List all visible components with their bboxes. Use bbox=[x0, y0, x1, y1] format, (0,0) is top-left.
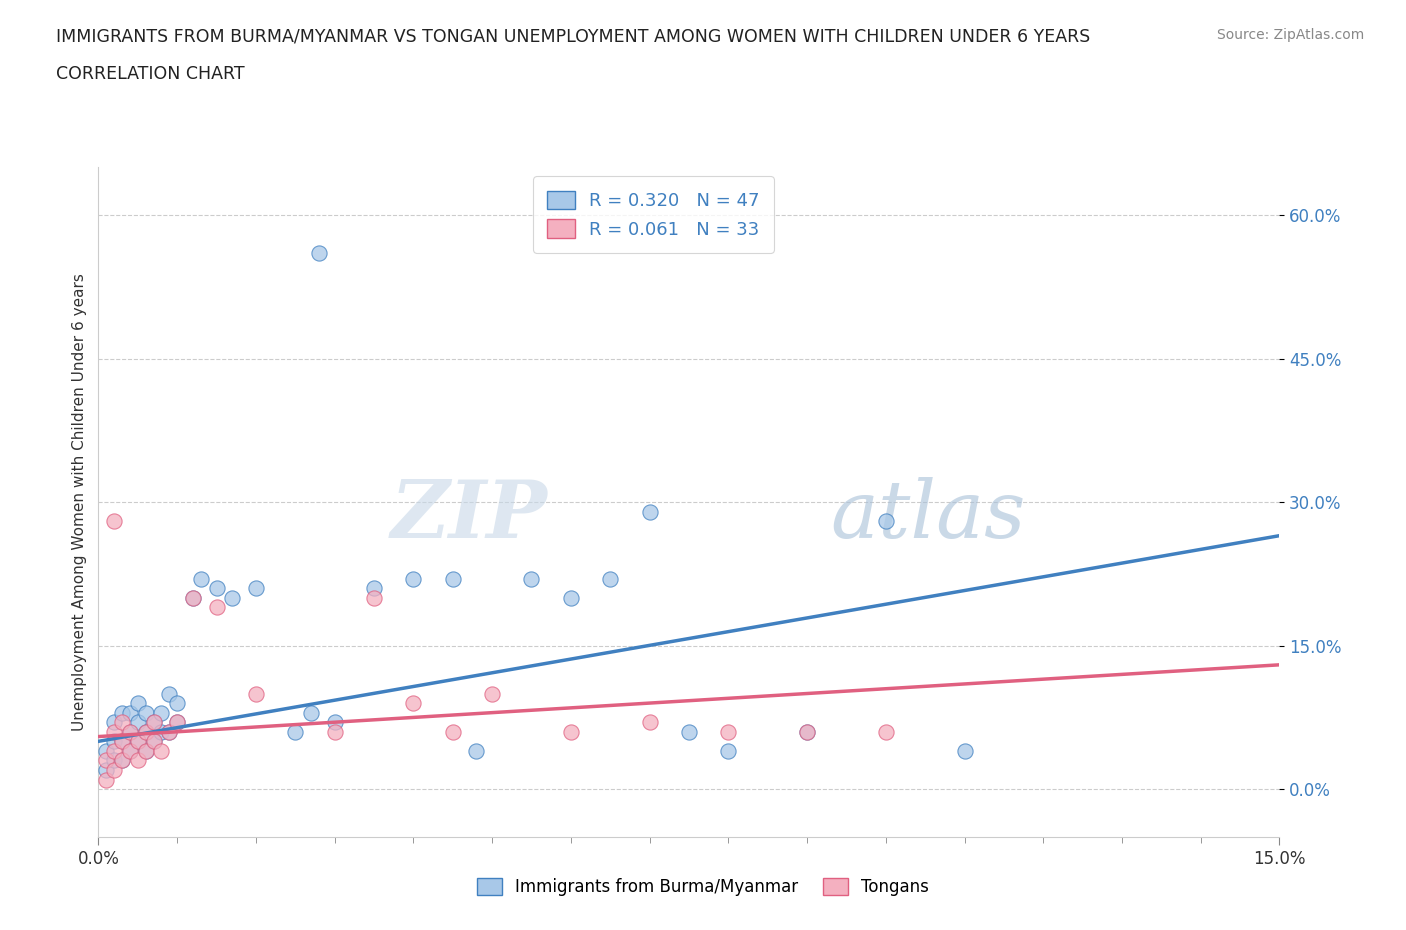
Point bbox=[118, 705, 141, 720]
Point bbox=[103, 514, 125, 529]
Point bbox=[142, 734, 165, 749]
Point bbox=[560, 591, 582, 605]
Point bbox=[103, 763, 125, 777]
Point bbox=[96, 772, 118, 787]
Point bbox=[796, 724, 818, 739]
Point bbox=[284, 724, 307, 739]
Point bbox=[127, 715, 149, 730]
Point bbox=[166, 715, 188, 730]
Point bbox=[150, 705, 173, 720]
Point bbox=[299, 705, 322, 720]
Point bbox=[135, 724, 157, 739]
Point bbox=[638, 715, 661, 730]
Point bbox=[103, 724, 125, 739]
Point bbox=[520, 571, 543, 586]
Point bbox=[363, 581, 385, 596]
Point bbox=[560, 724, 582, 739]
Point bbox=[135, 743, 157, 758]
Point bbox=[111, 753, 134, 768]
Point bbox=[796, 724, 818, 739]
Text: Source: ZipAtlas.com: Source: ZipAtlas.com bbox=[1216, 28, 1364, 42]
Point bbox=[103, 743, 125, 758]
Point bbox=[166, 715, 188, 730]
Point bbox=[402, 571, 425, 586]
Point bbox=[135, 743, 157, 758]
Point bbox=[465, 743, 488, 758]
Legend: R = 0.320   N = 47, R = 0.061   N = 33: R = 0.320 N = 47, R = 0.061 N = 33 bbox=[533, 177, 773, 253]
Point bbox=[678, 724, 700, 739]
Point bbox=[205, 600, 228, 615]
Point bbox=[157, 724, 180, 739]
Point bbox=[441, 724, 464, 739]
Legend: Immigrants from Burma/Myanmar, Tongans: Immigrants from Burma/Myanmar, Tongans bbox=[470, 871, 936, 903]
Point bbox=[402, 696, 425, 711]
Point bbox=[103, 734, 125, 749]
Point bbox=[96, 763, 118, 777]
Point bbox=[103, 753, 125, 768]
Point bbox=[150, 743, 173, 758]
Point bbox=[127, 696, 149, 711]
Point bbox=[127, 753, 149, 768]
Point bbox=[135, 724, 157, 739]
Point bbox=[599, 571, 621, 586]
Point bbox=[157, 686, 180, 701]
Point bbox=[118, 743, 141, 758]
Point bbox=[875, 724, 897, 739]
Y-axis label: Unemployment Among Women with Children Under 6 years: Unemployment Among Women with Children U… bbox=[72, 273, 87, 731]
Point bbox=[118, 724, 141, 739]
Text: CORRELATION CHART: CORRELATION CHART bbox=[56, 65, 245, 83]
Point bbox=[111, 705, 134, 720]
Point bbox=[135, 705, 157, 720]
Point bbox=[717, 743, 740, 758]
Point bbox=[118, 743, 141, 758]
Point bbox=[181, 591, 204, 605]
Point bbox=[205, 581, 228, 596]
Point bbox=[96, 753, 118, 768]
Point bbox=[481, 686, 503, 701]
Point bbox=[142, 734, 165, 749]
Point bbox=[717, 724, 740, 739]
Text: ZIP: ZIP bbox=[391, 477, 547, 554]
Text: IMMIGRANTS FROM BURMA/MYANMAR VS TONGAN UNEMPLOYMENT AMONG WOMEN WITH CHILDREN U: IMMIGRANTS FROM BURMA/MYANMAR VS TONGAN … bbox=[56, 28, 1091, 46]
Text: atlas: atlas bbox=[831, 477, 1026, 554]
Point bbox=[166, 696, 188, 711]
Point bbox=[308, 246, 330, 261]
Point bbox=[103, 715, 125, 730]
Point bbox=[142, 715, 165, 730]
Point bbox=[245, 581, 267, 596]
Point bbox=[875, 514, 897, 529]
Point bbox=[245, 686, 267, 701]
Point bbox=[111, 734, 134, 749]
Point bbox=[127, 734, 149, 749]
Point bbox=[118, 724, 141, 739]
Point bbox=[181, 591, 204, 605]
Point bbox=[96, 743, 118, 758]
Point bbox=[323, 715, 346, 730]
Point bbox=[953, 743, 976, 758]
Point bbox=[150, 724, 173, 739]
Point bbox=[190, 571, 212, 586]
Point bbox=[323, 724, 346, 739]
Point bbox=[157, 724, 180, 739]
Point bbox=[111, 753, 134, 768]
Point bbox=[127, 734, 149, 749]
Point bbox=[638, 504, 661, 519]
Point bbox=[111, 734, 134, 749]
Point bbox=[363, 591, 385, 605]
Point bbox=[441, 571, 464, 586]
Point bbox=[221, 591, 243, 605]
Point bbox=[142, 715, 165, 730]
Point bbox=[111, 715, 134, 730]
